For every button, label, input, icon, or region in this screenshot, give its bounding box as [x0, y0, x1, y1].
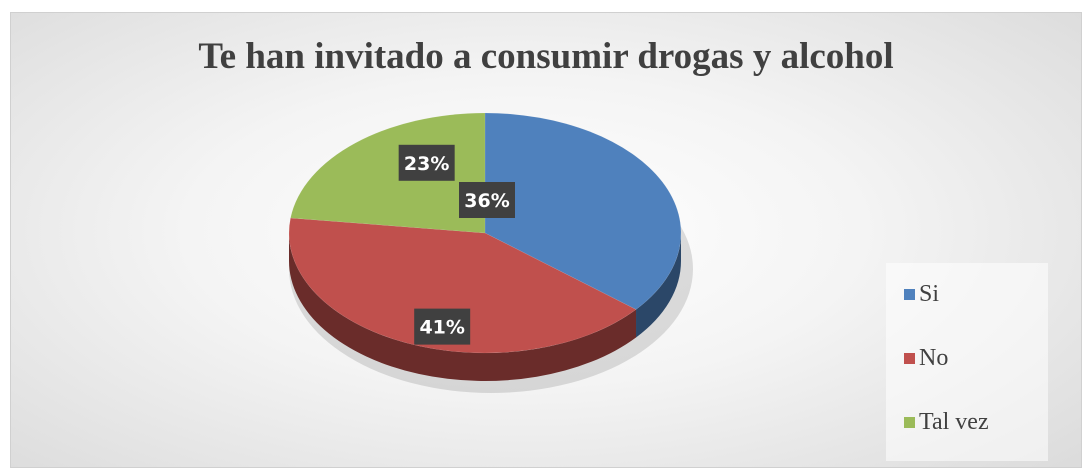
legend-label-si: Si [919, 281, 940, 307]
chart-title: Te han invitado a consumir drogas y alco… [198, 36, 894, 77]
data-label-tal-vez: 23% [398, 144, 455, 181]
pie-slice-tal-vez [290, 112, 486, 234]
pie-side-si [636, 233, 681, 338]
legend-swatch-no [904, 353, 915, 364]
legend: Si No Tal vez [886, 263, 1048, 461]
legend-swatch-si [904, 289, 915, 300]
legend-swatch-tal-vez [904, 417, 915, 428]
pie-side-no [289, 233, 637, 381]
data-label-text-si: 36% [464, 190, 509, 212]
pie-slice-si [484, 112, 682, 310]
chart-area: Te han invitado a consumir drogas y alco… [10, 12, 1082, 468]
data-label-no: 41% [414, 308, 471, 345]
legend-item-tal-vez: Tal vez [904, 409, 989, 436]
data-label-box-tal-vez [398, 144, 455, 181]
data-label-text-no: 41% [419, 317, 464, 339]
legend-label-no: No [919, 345, 949, 371]
legend-label-tal-vez: Tal vez [919, 409, 989, 435]
data-label-box-no [414, 308, 471, 345]
pie-chart: 36% 41% 23% [288, 112, 693, 393]
pie-slice-no [288, 217, 637, 354]
data-label-text-tal-vez: 23% [404, 153, 449, 175]
data-label-box-si [459, 182, 515, 218]
legend-item-si: Si [904, 281, 939, 308]
data-label-si: 36% [459, 182, 515, 218]
legend-item-no: No [904, 345, 948, 372]
